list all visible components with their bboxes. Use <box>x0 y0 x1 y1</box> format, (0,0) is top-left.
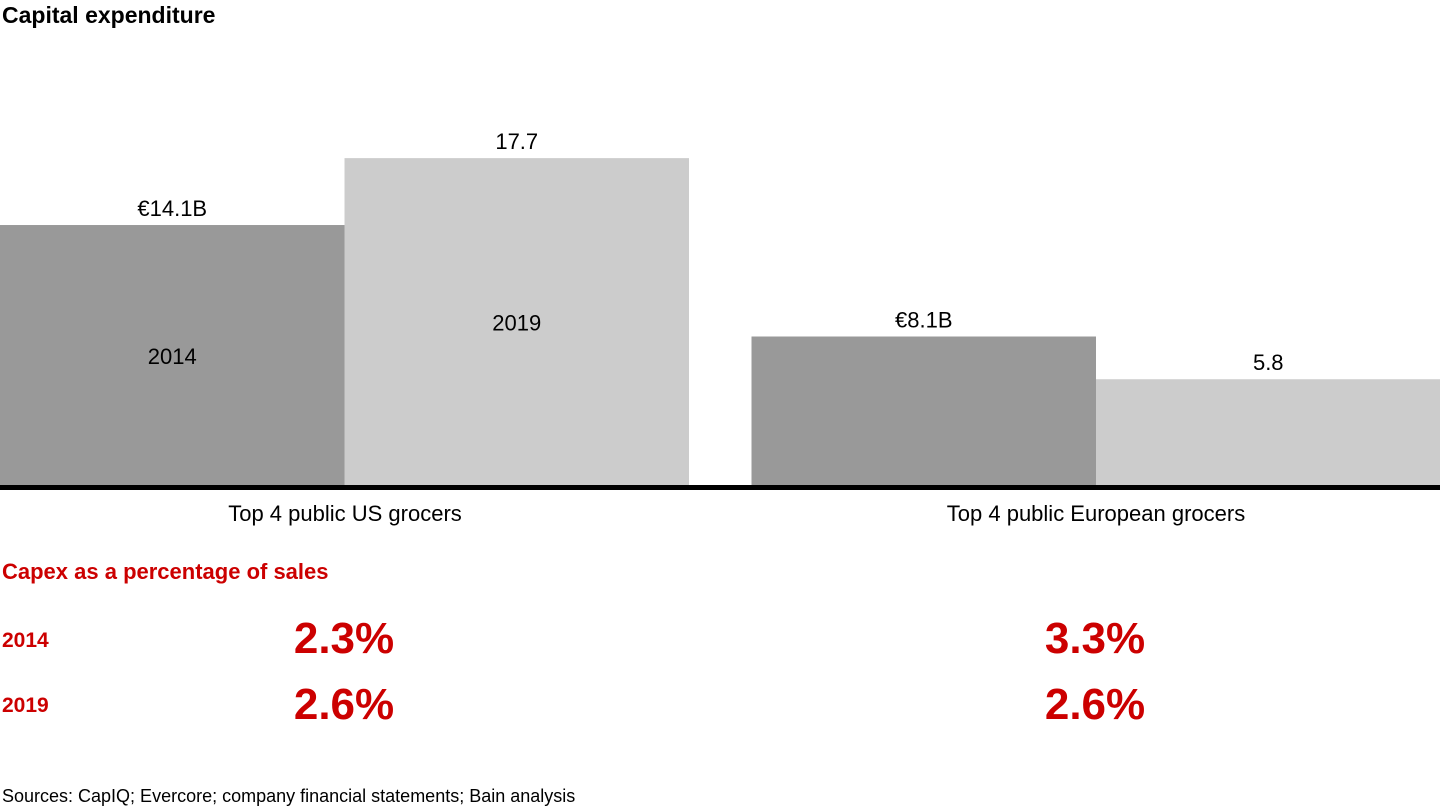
bar-2014-0 <box>0 225 345 487</box>
category-label-us: Top 4 public US grocers <box>228 501 462 526</box>
category-label-europe: Top 4 public European grocers <box>946 501 1246 526</box>
percent-table-title: Capex as a percentage of sales <box>2 559 329 584</box>
bar-2019-1 <box>1096 379 1440 487</box>
pct-eu-2019: 2.6% <box>1044 680 1146 729</box>
data-label-2014-1: €8.1B <box>895 308 953 333</box>
bar-2019-0 <box>344 158 689 487</box>
data-label-2014-0: €14.1B <box>137 196 207 221</box>
series-label-2014: 2014 <box>148 344 197 369</box>
data-label-2019-1: 5.8 <box>1253 350 1284 375</box>
data-label-2019-0: 17.7 <box>495 129 538 154</box>
pct-us-2019: 2.6% <box>293 680 395 729</box>
chart-title: Capital expenditure <box>2 2 216 28</box>
bar-chart: €14.1B 2014 17.7 2019 €8.1B 5.8 <box>0 129 1440 490</box>
baseline-axis <box>0 485 1440 490</box>
bar-2014-1 <box>751 336 1096 487</box>
series-label-2019: 2019 <box>492 311 541 336</box>
pct-eu-2014: 3.3% <box>1044 614 1146 663</box>
pct-us-2014: 2.3% <box>293 614 395 663</box>
row-label-2014: 2014 <box>2 629 49 652</box>
source-note: Sources: CapIQ; Evercore; company financ… <box>2 786 576 806</box>
row-label-2019: 2019 <box>2 694 49 717</box>
